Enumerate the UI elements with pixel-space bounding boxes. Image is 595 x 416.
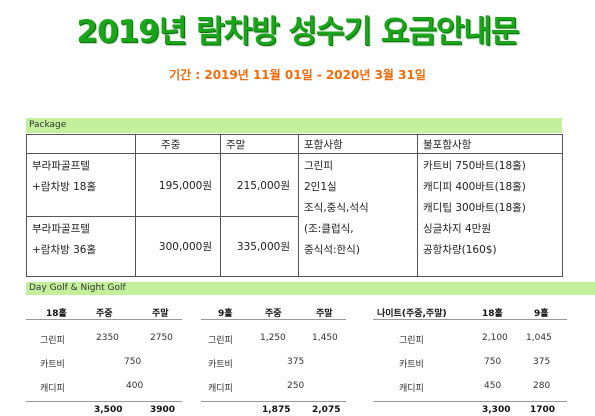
day9-greenfee-weekend: 1,450 <box>312 333 338 343</box>
night-header-title: 나이트(주중,주말) <box>377 309 447 319</box>
package-header-weekend: 주말 <box>220 134 299 154</box>
package-header-weekday: 주중 <box>135 134 221 154</box>
day18-header-holes: 18홀 <box>46 309 67 319</box>
day9-cart-label: 카트비 <box>208 360 233 370</box>
day9-header-weekend: 주말 <box>316 309 333 319</box>
day9-header-holes: 9홀 <box>218 309 233 319</box>
package-name-line: +람차방 36홀 <box>32 244 97 256</box>
day18-caddie-value: 400 <box>126 381 144 391</box>
package-name-line: +람차방 18홀 <box>32 181 97 193</box>
package-band: Package <box>26 118 562 133</box>
night-cart-9: 375 <box>533 357 551 367</box>
night-cart-18: 750 <box>484 357 502 367</box>
day9-header-line <box>201 319 346 320</box>
excluded-item: 캐디팁 300바트(18홀) <box>423 202 526 214</box>
day9-total-line <box>201 401 346 402</box>
night-header-18: 18홀 <box>482 309 503 319</box>
page-title: 2019년 람차방 성수기 요금안내문 <box>76 14 520 50</box>
day18-total-weekday: 3,500 <box>94 405 123 415</box>
day18-total-line <box>26 401 182 402</box>
night-caddie-label: 캐디피 <box>399 384 424 394</box>
included-item: 중식석:한식) <box>304 244 360 256</box>
included-item: (조:클럽식, <box>304 223 354 235</box>
package-header-blank <box>26 134 136 154</box>
night-greenfee-18: 2,100 <box>482 333 508 343</box>
package-name-line: 부라파골프텔 <box>32 160 90 172</box>
night-greenfee-9: 1,045 <box>526 333 552 343</box>
excluded-item: 공항차량(160$) <box>423 244 497 256</box>
day9-greenfee-label: 그린피 <box>208 336 233 346</box>
package-header-included: 포함사항 <box>298 134 418 154</box>
day9-caddie-label: 캐디피 <box>208 384 233 394</box>
night-caddie-9: 280 <box>533 381 551 391</box>
night-greenfee-label: 그린피 <box>399 336 424 346</box>
excluded-item: 싱글차지 4만원 <box>423 223 491 235</box>
day9-greenfee-weekday: 1,250 <box>260 333 286 343</box>
included-item: 그린피 <box>304 160 333 172</box>
day9-total-weekend: 2,075 <box>312 405 341 415</box>
day18-caddie-label: 캐디피 <box>40 384 65 394</box>
day-night-band: Day Golf & Night Golf <box>26 282 595 295</box>
day9-total-weekday: 1,875 <box>262 405 291 415</box>
day18-greenfee-weekend: 2750 <box>150 333 173 343</box>
day18-cart-value: 750 <box>124 357 142 367</box>
day18-header-weekday: 주중 <box>96 309 113 319</box>
day9-cart-value: 375 <box>287 357 305 367</box>
night-header-line <box>373 319 567 320</box>
period-text: 기간 : 2019년 11월 01일 - 2020년 3월 31일 <box>169 68 426 82</box>
package-weekend-18: 215,000원 <box>220 153 299 217</box>
day9-header-weekday: 주중 <box>265 309 282 319</box>
package-weekday-36: 300,000원 <box>135 216 221 277</box>
package-row-36: 부라파골프텔 +람차방 36홀 300,000원 335,000원 <box>26 216 563 277</box>
package-included: 그린피 2인1실 조식,중식,석식 (조:클럽식, 중식석:한식) <box>298 153 418 277</box>
day18-greenfee-label: 그린피 <box>40 336 65 346</box>
day18-greenfee-weekday: 2350 <box>96 333 119 343</box>
package-name-36: 부라파골프텔 +람차방 36홀 <box>26 216 136 277</box>
excluded-item: 카트비 750바트(18홀) <box>423 160 526 172</box>
night-header-9: 9홀 <box>534 309 549 319</box>
package-name-line: 부라파골프텔 <box>32 223 90 235</box>
day18-total-weekend: 3900 <box>150 405 176 415</box>
included-item: 조식,중식,석식 <box>304 202 369 214</box>
excluded-item: 캐디피 400바트(18홀) <box>423 181 526 193</box>
night-total-line <box>373 401 567 402</box>
package-weekday-18: 195,000원 <box>135 153 221 217</box>
package-weekend-36: 335,000원 <box>220 216 299 277</box>
night-total-18: 3,300 <box>482 405 511 415</box>
day9-caddie-value: 250 <box>287 381 305 391</box>
day18-header-weekend: 주말 <box>152 309 169 319</box>
package-header-excluded: 불포함사항 <box>417 134 563 154</box>
night-total-9: 1700 <box>530 405 556 415</box>
package-table: 주중 주말 포함사항 불포함사항 부라파골프텔 +람차방 18홀 195,000… <box>26 134 563 277</box>
night-cart-label: 카트비 <box>399 360 424 370</box>
package-header-row: 주중 주말 포함사항 불포함사항 <box>26 134 563 154</box>
included-item: 2인1실 <box>304 181 337 193</box>
night-caddie-18: 450 <box>484 381 502 391</box>
package-excluded: 카트비 750바트(18홀) 캐디피 400바트(18홀) 캐디팁 300바트(… <box>417 153 563 277</box>
package-name-18: 부라파골프텔 +람차방 18홀 <box>26 153 136 217</box>
day18-cart-label: 카트비 <box>40 360 65 370</box>
day18-header-line <box>26 319 182 320</box>
package-row-18: 부라파골프텔 +람차방 18홀 195,000원 215,000원 그린피 2인… <box>26 153 563 277</box>
